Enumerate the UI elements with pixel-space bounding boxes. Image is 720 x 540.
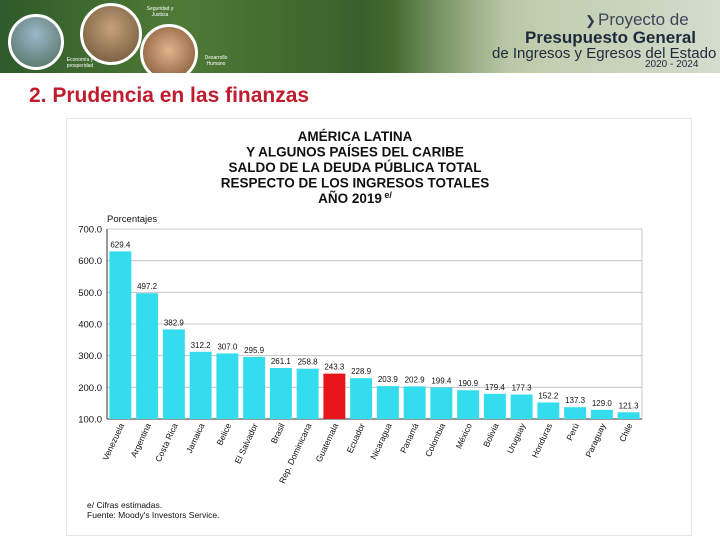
bar [403, 386, 426, 419]
chart-title-line: Y ALGUNOS PAÍSES DEL CARIBE [246, 145, 464, 160]
x-tick-label: Bolivia [481, 421, 501, 448]
x-tick-label: Jamaica [184, 421, 207, 454]
chart-title-line: AÑO 2019 e/ [318, 190, 392, 206]
road-photo-badge [8, 14, 64, 70]
bar [457, 390, 480, 419]
bar-value-label: 312.2 [191, 341, 212, 350]
logo-arrow-icon: ❯ [585, 13, 596, 28]
bar-value-label: 261.1 [271, 357, 292, 366]
bar-value-label: 190.9 [458, 379, 479, 388]
x-tick-label: Colombia [423, 421, 447, 458]
x-tick-label: Panamá [398, 421, 421, 454]
bar-value-label: 121.3 [619, 401, 640, 410]
chart-title-line: AMÉRICA LATINA [298, 129, 413, 144]
bar [376, 386, 399, 419]
y-tick-label: 600.0 [78, 256, 102, 267]
bar-value-label: 202.9 [405, 375, 426, 384]
bar [617, 412, 640, 419]
x-tick-label: Uruguay [505, 421, 528, 455]
x-tick-label: Guatemala [314, 421, 341, 463]
bar [537, 402, 560, 419]
badge-label-development: Desarrollo Humano [204, 55, 228, 67]
chart-panel: AMÉRICA LATINA Y ALGUNOS PAÍSES DEL CARIB… [66, 118, 692, 536]
x-tick-label: Argentina [128, 421, 153, 458]
logo-line3: de Ingresos y Egresos del Estado [492, 45, 717, 62]
child-photo-badge [140, 24, 198, 73]
x-tick-label: Brasil [269, 422, 287, 446]
y-tick-label: 100.0 [78, 415, 102, 426]
slide-title: 2. Prudencia en las finanzas [29, 84, 310, 107]
header-banner: Seguridad y Justicia Economía y prosperi… [0, 0, 720, 73]
y-tick-label: 500.0 [78, 288, 102, 299]
bar [296, 368, 319, 419]
logo-line1: Proyecto de [598, 10, 689, 29]
bar-value-label: 295.9 [244, 346, 265, 355]
bar-value-label: 177.3 [512, 384, 533, 393]
x-tick-label: Paraguay [583, 421, 608, 459]
bar [243, 356, 266, 419]
y-tick-label: 400.0 [78, 320, 102, 331]
logo-line2: Presupuesto General [525, 28, 697, 47]
bar [109, 251, 132, 419]
x-tick-label: Nicaragua [368, 421, 394, 461]
bar-value-label: 129.0 [592, 399, 613, 408]
bar-value-label: 179.4 [485, 383, 506, 392]
bar-value-label: 307.0 [217, 342, 238, 351]
badge-label-security: Seguridad y Justicia [146, 6, 174, 18]
bar [564, 407, 587, 419]
bar-value-label: 152.2 [538, 391, 559, 400]
bar [430, 387, 453, 419]
banner-fade [390, 0, 720, 73]
bar-highlight [323, 373, 346, 419]
x-tick-label: México [453, 421, 474, 450]
bar-value-label: 228.9 [351, 367, 372, 376]
bar [269, 367, 292, 419]
x-tick-label: Perú [564, 421, 581, 442]
x-tick-label: Chile [617, 421, 634, 443]
bar [590, 409, 613, 419]
chart-title-line: RESPECTO DE LOS INGRESOS TOTALES [221, 176, 490, 191]
y-axis-label: Porcentajes [107, 214, 157, 225]
chart-note: Fuente: Moody's Investors Service. [87, 510, 220, 520]
bar-value-label: 497.2 [137, 282, 158, 291]
bar-value-label: 137.3 [565, 396, 586, 405]
bar [136, 293, 159, 419]
bar [189, 351, 212, 419]
badge-label-economy: Economía y prosperidad [66, 57, 94, 69]
logo-years: 2020 - 2024 [645, 59, 699, 70]
x-tick-label: Venezuela [100, 421, 126, 461]
bar-value-label: 629.4 [110, 240, 131, 249]
x-tick-label: Ecuador [344, 421, 367, 454]
bar [162, 329, 185, 419]
bar [350, 378, 373, 419]
bar-value-label: 199.4 [431, 377, 452, 386]
bar [216, 353, 239, 419]
y-tick-label: 200.0 [78, 383, 102, 394]
x-tick-label: Honduras [530, 422, 555, 460]
y-tick-label: 700.0 [78, 225, 102, 236]
x-tick-label: Belice [214, 421, 233, 446]
bar [510, 394, 533, 419]
bar [483, 393, 506, 419]
chart-note: e/ Cifras estimadas. [87, 500, 162, 510]
bar-value-label: 258.8 [298, 358, 319, 367]
bar-value-label: 243.3 [324, 363, 345, 372]
bar-value-label: 203.9 [378, 375, 399, 384]
bar-value-label: 382.9 [164, 318, 185, 327]
chart-title-superscript: e/ [382, 190, 393, 200]
x-tick-label: Costa Rica [153, 421, 180, 463]
x-tick-label: El Salvador [233, 421, 261, 465]
chart-title-line: SALDO DE LA DEUDA PÚBLICA TOTAL [229, 160, 482, 175]
building-photo-badge [80, 3, 142, 65]
y-tick-label: 300.0 [78, 351, 102, 362]
